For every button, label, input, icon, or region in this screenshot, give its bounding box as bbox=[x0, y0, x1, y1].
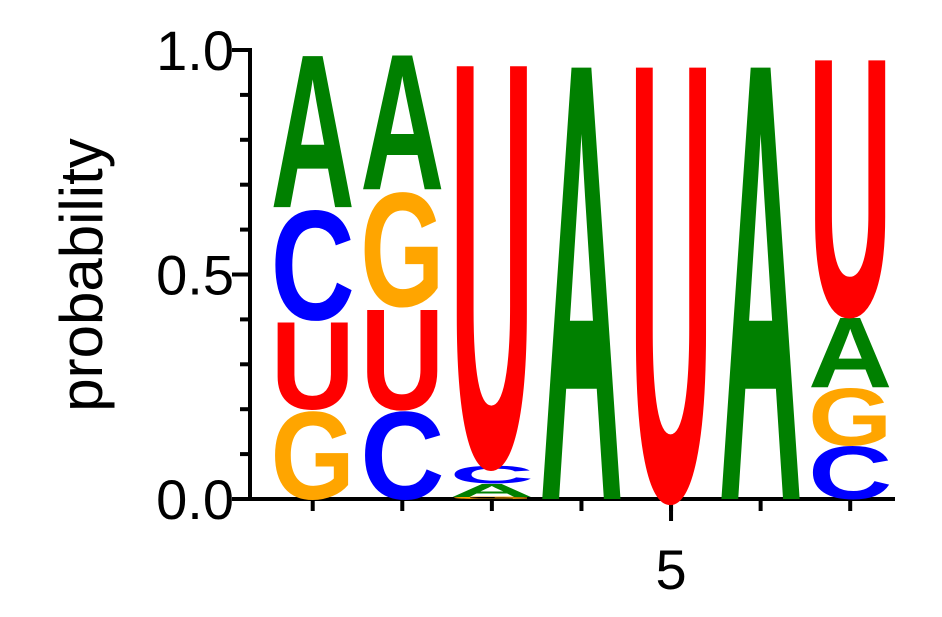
logo-letter: G bbox=[360, 160, 444, 341]
y-tick-label: 0.0 bbox=[156, 468, 234, 531]
logo-letter: U bbox=[360, 278, 444, 440]
x-tick-label: 5 bbox=[655, 538, 686, 601]
logo-letter: U bbox=[271, 295, 355, 436]
y-tick-label: 1.0 bbox=[156, 19, 234, 82]
logo-letter: U bbox=[629, 0, 713, 617]
logo-letter: G bbox=[808, 372, 892, 463]
logo-letter: A bbox=[539, 0, 623, 617]
logo-letter: A bbox=[271, 10, 355, 255]
logo-letter: G bbox=[450, 496, 534, 499]
logo-letter: C bbox=[271, 179, 355, 354]
logo-letter: U bbox=[808, 0, 892, 394]
logo-letter: U bbox=[450, 0, 534, 589]
logo-letter: G bbox=[271, 386, 355, 526]
logo-letter: A bbox=[719, 0, 803, 617]
logo-letter: C bbox=[360, 385, 444, 526]
logo-letter: A bbox=[808, 297, 892, 409]
logo-letter: C bbox=[808, 431, 892, 515]
y-axis-label: probability bbox=[48, 138, 115, 412]
y-tick-label: 0.5 bbox=[156, 244, 234, 307]
logo-letter: A bbox=[360, 13, 444, 230]
logo-letter: C bbox=[450, 461, 534, 489]
logo-letter: A bbox=[450, 480, 534, 501]
